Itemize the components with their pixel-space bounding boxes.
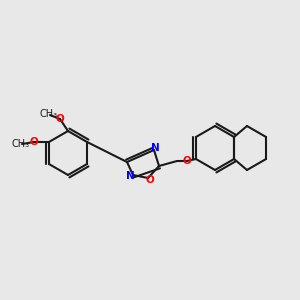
Text: N: N xyxy=(126,171,134,181)
Text: CH₃: CH₃ xyxy=(40,109,58,119)
Text: O: O xyxy=(56,114,64,124)
Text: O: O xyxy=(146,175,154,185)
Text: O: O xyxy=(183,156,191,166)
Text: N: N xyxy=(151,143,159,153)
Text: O: O xyxy=(30,137,38,147)
Text: CH₃: CH₃ xyxy=(12,139,30,149)
